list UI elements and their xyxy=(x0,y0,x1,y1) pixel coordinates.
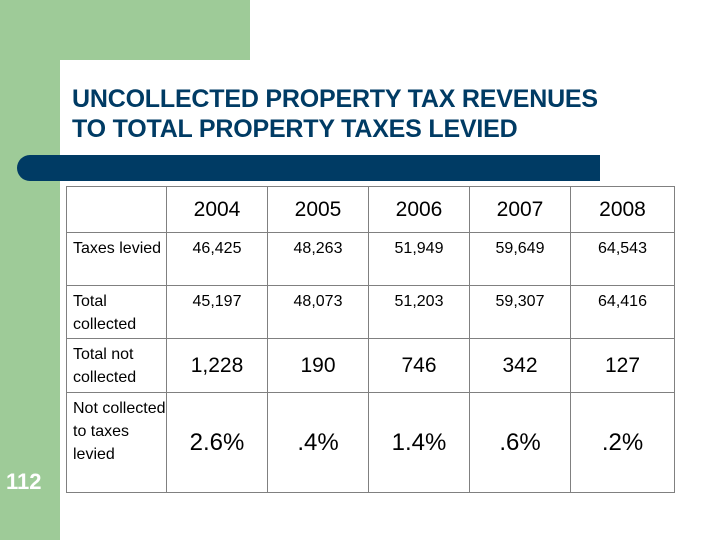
row-label-total-not-collected: Total not collected xyxy=(66,338,167,393)
table-cell: 342 xyxy=(469,338,571,393)
table-cell: .2% xyxy=(570,392,675,493)
table-cell: 2.6% xyxy=(166,392,268,493)
table-cell: 127 xyxy=(570,338,675,393)
year-header-2006: 2006 xyxy=(368,186,470,233)
table-cell: 48,263 xyxy=(267,232,369,286)
table-cell: 190 xyxy=(267,338,369,393)
year-header-2005: 2005 xyxy=(267,186,369,233)
table-cell: 46,425 xyxy=(166,232,268,286)
table-cell: 64,416 xyxy=(570,285,675,339)
slide-number: 112 xyxy=(6,469,42,494)
year-header-2008: 2008 xyxy=(570,186,675,233)
table-cell: 746 xyxy=(368,338,470,393)
row-label-taxes-levied: Taxes levied xyxy=(66,232,167,286)
table-cell: 59,649 xyxy=(469,232,571,286)
title-underline-bar xyxy=(17,155,600,181)
table-cell: 64,543 xyxy=(570,232,675,286)
table-cell: 51,949 xyxy=(368,232,470,286)
table-corner-cell xyxy=(66,186,167,233)
tax-revenue-table: 2004 2005 2006 2007 2008 Taxes levied 46… xyxy=(66,186,675,493)
year-header-2004: 2004 xyxy=(166,186,268,233)
table-header-row: 2004 2005 2006 2007 2008 xyxy=(66,186,675,233)
table-row: Taxes levied 46,425 48,263 51,949 59,649… xyxy=(66,232,675,286)
table-cell: .4% xyxy=(267,392,369,493)
row-label-total-collected: Total collected xyxy=(66,285,167,339)
table-cell: 51,203 xyxy=(368,285,470,339)
table-row: Total not collected 1,228 190 746 342 12… xyxy=(66,338,675,393)
year-header-2007: 2007 xyxy=(469,186,571,233)
row-label-not-collected-ratio: Not collected to taxes levied xyxy=(66,392,167,493)
top-accent-band xyxy=(0,0,250,60)
table-cell: 1.4% xyxy=(368,392,470,493)
slide-title-line-1: UNCOLLECTED PROPERTY TAX REVENUES xyxy=(72,85,598,113)
table-cell: 59,307 xyxy=(469,285,571,339)
table-row: Total collected 45,197 48,073 51,203 59,… xyxy=(66,285,675,339)
table-cell: .6% xyxy=(469,392,571,493)
left-accent-band xyxy=(0,0,60,540)
table-cell: 45,197 xyxy=(166,285,268,339)
table-cell: 48,073 xyxy=(267,285,369,339)
table-cell: 1,228 xyxy=(166,338,268,393)
slide-title: UNCOLLECTED PROPERTY TAX REVENUES TO TOT… xyxy=(72,84,692,144)
table-row: Not collected to taxes levied 2.6% .4% 1… xyxy=(66,392,675,493)
slide-title-line-2: TO TOTAL PROPERTY TAXES LEVIED xyxy=(72,115,518,143)
